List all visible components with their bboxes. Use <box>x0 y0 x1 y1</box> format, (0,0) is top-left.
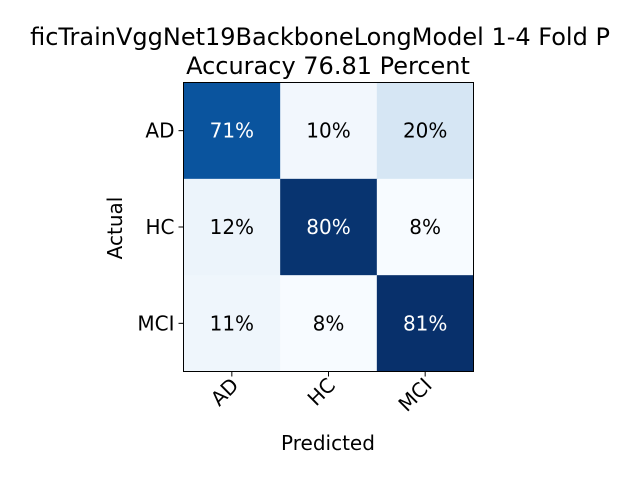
y-tick-label-ad: AD <box>145 119 174 143</box>
cell-label-mci-mci: 81% <box>403 311 447 335</box>
chart-title-line-2: Accuracy 76.81 Percent <box>186 52 470 80</box>
x-axis-label: Predicted <box>281 431 375 455</box>
heatmap-cells <box>183 82 474 372</box>
cell-label-ad-hc: 10% <box>306 119 350 143</box>
heatmap-cell-mci-mci <box>376 275 474 372</box>
cell-label-mci-hc: 8% <box>313 311 345 335</box>
heatmap-cell-ad-ad <box>183 82 281 180</box>
chart-title-line-1: ficTrainVggNet19BackboneLongModel 1-4 Fo… <box>30 23 610 51</box>
heatmap-cell-mci-ad <box>183 275 281 372</box>
heatmap-cell-hc-hc <box>280 178 378 276</box>
y-tick-label-hc: HC <box>145 215 174 239</box>
cell-label-ad-mci: 20% <box>403 119 447 143</box>
heatmap-cell-ad-mci <box>376 82 474 180</box>
x-tick-label-mci: MCI <box>393 373 436 416</box>
x-tick-label-hc: HC <box>303 373 340 410</box>
y-tick-label-mci: MCI <box>137 311 174 335</box>
heatmap-cell-hc-ad <box>183 178 281 276</box>
cell-label-hc-hc: 80% <box>306 215 350 239</box>
cell-label-hc-mci: 8% <box>409 215 441 239</box>
y-axis-label: Actual <box>103 197 127 260</box>
heatmap-cell-hc-mci <box>376 178 474 276</box>
x-axis-ticks: AD HC MCI <box>206 371 437 416</box>
heatmap-cell-mci-hc <box>280 275 378 372</box>
y-axis-ticks: AD HC MCI <box>137 119 184 335</box>
cell-label-ad-ad: 71% <box>210 119 254 143</box>
heatmap-cell-labels: 71% 10% 20% 12% 80% 8% 11% 8% 81% <box>210 119 448 336</box>
cell-label-hc-ad: 12% <box>210 215 254 239</box>
x-tick-label-ad: AD <box>206 373 244 411</box>
cell-label-mci-ad: 11% <box>210 311 254 335</box>
heatmap-cell-ad-hc <box>280 82 378 180</box>
